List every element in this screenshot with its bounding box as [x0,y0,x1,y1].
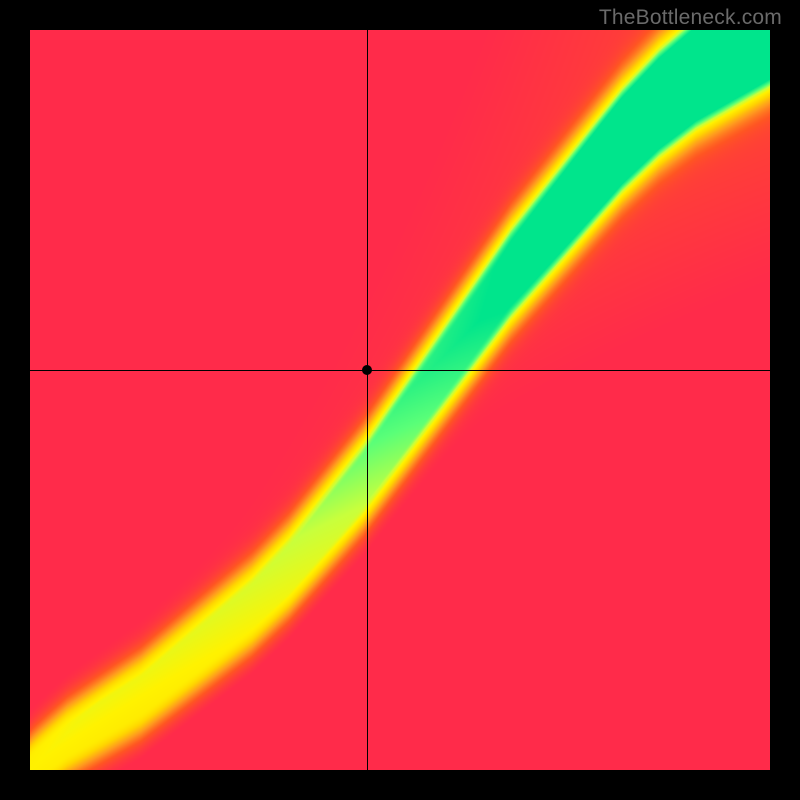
crosshair-marker [362,365,372,375]
crosshair-vertical [367,30,368,770]
crosshair-horizontal [30,370,770,371]
heatmap-canvas [30,30,770,770]
plot-area [30,30,770,770]
watermark-text: TheBottleneck.com [599,6,782,30]
chart-root: TheBottleneck.com [0,0,800,800]
